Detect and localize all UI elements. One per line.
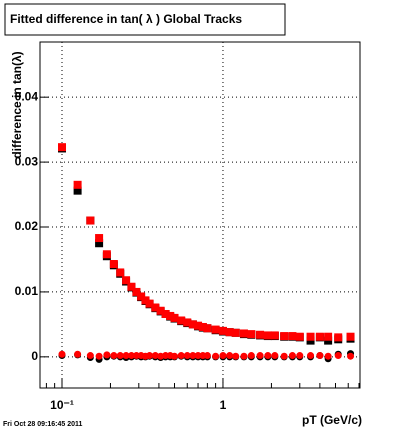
marker: [307, 352, 315, 360]
marker: [161, 309, 170, 318]
x-axis-label: pT (GeV/c): [302, 413, 362, 427]
marker: [189, 352, 197, 360]
marker: [109, 260, 118, 269]
marker: [86, 216, 95, 225]
y-tick-label: 0.04: [15, 89, 39, 103]
marker: [218, 326, 227, 335]
marker: [156, 306, 165, 315]
marker: [232, 352, 240, 360]
marker: [102, 250, 111, 259]
marker: [239, 329, 248, 338]
marker: [334, 333, 343, 342]
marker: [324, 332, 333, 341]
marker: [295, 332, 304, 341]
marker: [73, 186, 82, 195]
marker: [256, 352, 264, 360]
marker: [188, 320, 197, 329]
chart-title: Fitted difference in tan( λ ) Global Tra…: [10, 12, 242, 26]
marker: [256, 330, 265, 339]
marker: [116, 268, 125, 277]
marker: [219, 352, 227, 360]
marker: [171, 352, 179, 360]
marker: [288, 332, 297, 341]
marker: [103, 351, 111, 359]
marker: [122, 276, 131, 285]
marker: [132, 287, 141, 296]
marker: [280, 352, 288, 360]
marker: [95, 352, 103, 360]
marker: [151, 352, 159, 360]
timestamp: Fri Oct 28 09:16:45 2011: [3, 421, 82, 428]
marker: [110, 352, 118, 360]
marker: [225, 328, 234, 337]
marker: [170, 313, 179, 322]
marker: [203, 324, 212, 333]
marker: [203, 352, 211, 360]
marker: [198, 322, 207, 331]
marker: [347, 352, 355, 360]
marker: [95, 239, 104, 248]
y-tick-label: 0: [31, 349, 38, 363]
marker: [95, 234, 104, 243]
marker: [166, 311, 175, 320]
marker: [58, 350, 66, 358]
marker: [264, 352, 272, 360]
marker: [226, 352, 234, 360]
marker: [316, 352, 324, 360]
y-axis-label: difference in tan(λ): [10, 51, 24, 158]
marker: [122, 352, 130, 360]
marker: [212, 352, 220, 360]
marker: [86, 352, 94, 360]
marker: [183, 318, 192, 327]
marker: [346, 332, 355, 341]
marker: [280, 332, 289, 341]
marker: [116, 352, 124, 360]
marker: [334, 352, 342, 360]
y-tick-label: 0.02: [15, 219, 39, 233]
marker: [127, 352, 135, 360]
marker: [194, 321, 203, 330]
marker: [240, 352, 248, 360]
marker: [271, 352, 279, 360]
marker: [296, 352, 304, 360]
y-tick-label: 0.03: [15, 154, 39, 168]
marker: [263, 331, 272, 340]
x-tick-label: 10⁻¹: [50, 398, 74, 412]
marker: [146, 352, 154, 360]
marker: [247, 352, 255, 360]
marker: [141, 296, 150, 305]
y-tick-label: 0.01: [15, 284, 39, 298]
marker: [324, 352, 332, 360]
x-tick-label: 1: [220, 398, 227, 412]
marker: [137, 292, 146, 301]
marker: [315, 332, 324, 341]
marker: [73, 180, 82, 189]
marker: [74, 350, 82, 358]
marker: [306, 332, 315, 341]
marker: [247, 330, 256, 339]
marker: [58, 143, 67, 152]
title-box: [4, 3, 286, 36]
marker: [183, 352, 191, 360]
marker: [145, 299, 154, 308]
marker: [177, 316, 186, 325]
marker: [288, 352, 296, 360]
marker: [127, 282, 136, 291]
marker: [151, 303, 160, 312]
marker: [211, 325, 220, 334]
marker: [270, 331, 279, 340]
marker: [177, 352, 185, 360]
marker: [194, 352, 202, 360]
marker: [231, 328, 240, 337]
